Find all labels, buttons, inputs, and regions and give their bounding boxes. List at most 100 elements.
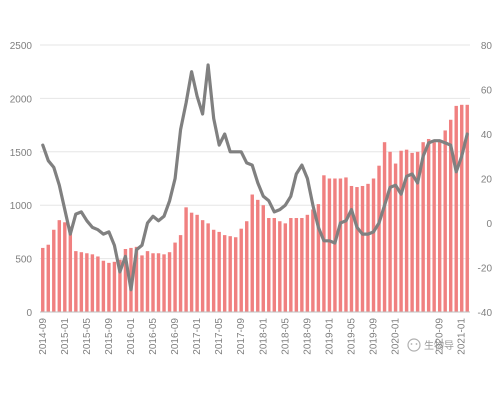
x-tick-label: 2019-09 bbox=[369, 318, 380, 355]
bar bbox=[173, 242, 177, 312]
bar bbox=[211, 229, 216, 312]
bar bbox=[410, 152, 414, 312]
bar bbox=[294, 218, 299, 312]
x-tick-label: 2015-01 bbox=[60, 318, 71, 355]
x-tick-label: 2018-01 bbox=[258, 318, 269, 355]
bar bbox=[151, 253, 155, 312]
x-tick-label: 2014-09 bbox=[38, 318, 49, 355]
x-tick-label: 2019-05 bbox=[346, 318, 357, 355]
left-tick-label: 0 bbox=[26, 308, 32, 319]
bar bbox=[162, 254, 166, 312]
wechat-icon bbox=[407, 338, 421, 352]
bar bbox=[327, 178, 332, 312]
x-tick-label: 2020-09 bbox=[435, 318, 446, 355]
bar bbox=[184, 207, 188, 312]
bar bbox=[454, 105, 458, 312]
bar bbox=[333, 178, 337, 312]
bar bbox=[96, 256, 100, 312]
bar bbox=[311, 209, 315, 312]
bar bbox=[305, 214, 310, 312]
bar bbox=[200, 220, 205, 312]
wechat-icon-dot bbox=[415, 343, 418, 345]
bar bbox=[443, 130, 447, 312]
bar bbox=[85, 253, 89, 312]
right-tick-label: 20 bbox=[481, 175, 493, 186]
x-tick-label: 2015-05 bbox=[82, 318, 93, 355]
x-tick-label: 2018-05 bbox=[280, 318, 291, 355]
bar bbox=[393, 163, 398, 312]
bar bbox=[399, 150, 403, 312]
right-tick-label: 80 bbox=[481, 41, 493, 52]
bar bbox=[46, 244, 50, 312]
bar bbox=[360, 185, 365, 312]
bar bbox=[233, 237, 238, 312]
bar bbox=[338, 178, 343, 312]
bar bbox=[344, 177, 348, 312]
x-tick-label: 2019-01 bbox=[324, 318, 335, 355]
bar bbox=[79, 252, 84, 312]
bar bbox=[415, 151, 420, 312]
right-tick-label: -40 bbox=[478, 308, 493, 319]
bar bbox=[426, 138, 431, 312]
bar bbox=[74, 251, 78, 312]
bar bbox=[377, 165, 381, 312]
x-tick-label: 2016-05 bbox=[148, 318, 159, 355]
bar bbox=[68, 226, 73, 312]
bar bbox=[355, 187, 359, 312]
line-series bbox=[41, 63, 469, 292]
bar bbox=[366, 183, 370, 312]
bar bbox=[460, 104, 464, 312]
bar bbox=[437, 141, 442, 312]
bar bbox=[167, 252, 172, 312]
bar bbox=[145, 251, 150, 312]
bar bbox=[388, 151, 392, 312]
x-tick-label: 2016-01 bbox=[126, 318, 137, 355]
series-line bbox=[41, 63, 469, 292]
bar bbox=[245, 221, 249, 312]
x-tick-label: 2021-01 bbox=[457, 318, 468, 355]
bar bbox=[322, 175, 326, 312]
bar bbox=[41, 247, 45, 312]
bar bbox=[261, 205, 265, 312]
x-tick-label: 2016-09 bbox=[170, 318, 181, 355]
bar bbox=[63, 222, 67, 312]
bar bbox=[228, 236, 232, 312]
bar bbox=[195, 214, 199, 312]
bar bbox=[217, 231, 221, 312]
right-tick-label: 40 bbox=[481, 130, 493, 141]
bar bbox=[156, 253, 161, 312]
watermark-text: 生物导 bbox=[424, 339, 454, 352]
x-tick-label: 2017-01 bbox=[192, 318, 203, 355]
bar bbox=[57, 220, 62, 312]
x-tick-label: 2015-09 bbox=[104, 318, 115, 355]
right-tick-label: -20 bbox=[478, 264, 493, 275]
bar bbox=[52, 229, 56, 312]
left-tick-label: 1500 bbox=[10, 148, 33, 159]
right-tick-label: 0 bbox=[486, 219, 492, 230]
left-tick-label: 2500 bbox=[10, 41, 33, 52]
bar bbox=[278, 221, 282, 312]
bar bbox=[239, 228, 243, 312]
x-tick-label: 2017-09 bbox=[236, 318, 247, 355]
right-tick-label: 60 bbox=[481, 86, 493, 97]
bar bbox=[101, 260, 106, 312]
bar bbox=[112, 261, 117, 312]
bar bbox=[432, 142, 436, 312]
right-y-axis: -40 -20 0 20 40 60 80 bbox=[478, 41, 493, 319]
bar bbox=[206, 223, 210, 312]
x-tick-label: 2018-09 bbox=[302, 318, 313, 355]
bar bbox=[371, 178, 376, 312]
bar bbox=[404, 149, 409, 312]
bar bbox=[140, 255, 144, 312]
bar bbox=[349, 185, 354, 312]
x-tick-label: 2020-01 bbox=[391, 318, 402, 355]
bar bbox=[448, 119, 453, 312]
x-tick-label: 2017-05 bbox=[214, 318, 225, 355]
bar bbox=[178, 235, 183, 312]
bar bbox=[267, 218, 271, 312]
wechat-icon-dot bbox=[410, 343, 413, 345]
left-tick-label: 2000 bbox=[10, 94, 33, 105]
bar bbox=[123, 248, 128, 312]
bar bbox=[316, 204, 321, 312]
